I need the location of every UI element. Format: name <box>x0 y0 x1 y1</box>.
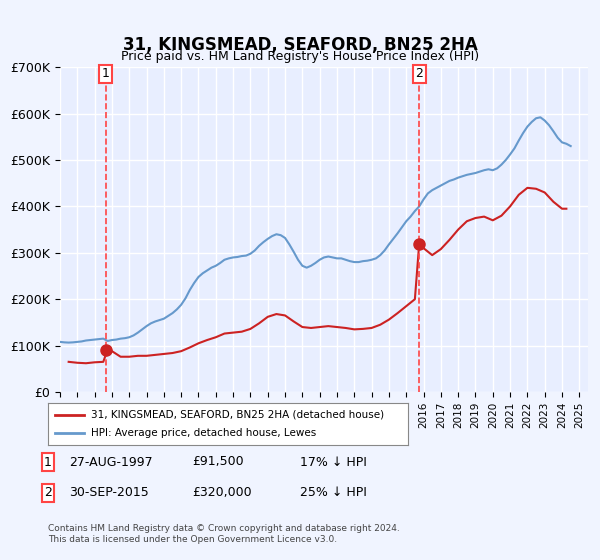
Text: 17% ↓ HPI: 17% ↓ HPI <box>300 455 367 469</box>
Text: £91,500: £91,500 <box>192 455 244 469</box>
Text: 30-SEP-2015: 30-SEP-2015 <box>69 486 149 500</box>
Text: 27-AUG-1997: 27-AUG-1997 <box>69 455 152 469</box>
Text: Contains HM Land Registry data © Crown copyright and database right 2024.: Contains HM Land Registry data © Crown c… <box>48 524 400 533</box>
Text: 31, KINGSMEAD, SEAFORD, BN25 2HA (detached house): 31, KINGSMEAD, SEAFORD, BN25 2HA (detach… <box>91 410 385 420</box>
Text: HPI: Average price, detached house, Lewes: HPI: Average price, detached house, Lewe… <box>91 428 316 438</box>
Text: Price paid vs. HM Land Registry's House Price Index (HPI): Price paid vs. HM Land Registry's House … <box>121 50 479 63</box>
Text: 2: 2 <box>415 67 423 80</box>
Text: 1: 1 <box>102 67 110 80</box>
Text: 1: 1 <box>44 455 52 469</box>
Text: This data is licensed under the Open Government Licence v3.0.: This data is licensed under the Open Gov… <box>48 535 337 544</box>
Text: 2: 2 <box>44 486 52 500</box>
Text: 25% ↓ HPI: 25% ↓ HPI <box>300 486 367 500</box>
Text: £320,000: £320,000 <box>192 486 251 500</box>
Text: 31, KINGSMEAD, SEAFORD, BN25 2HA: 31, KINGSMEAD, SEAFORD, BN25 2HA <box>122 36 478 54</box>
